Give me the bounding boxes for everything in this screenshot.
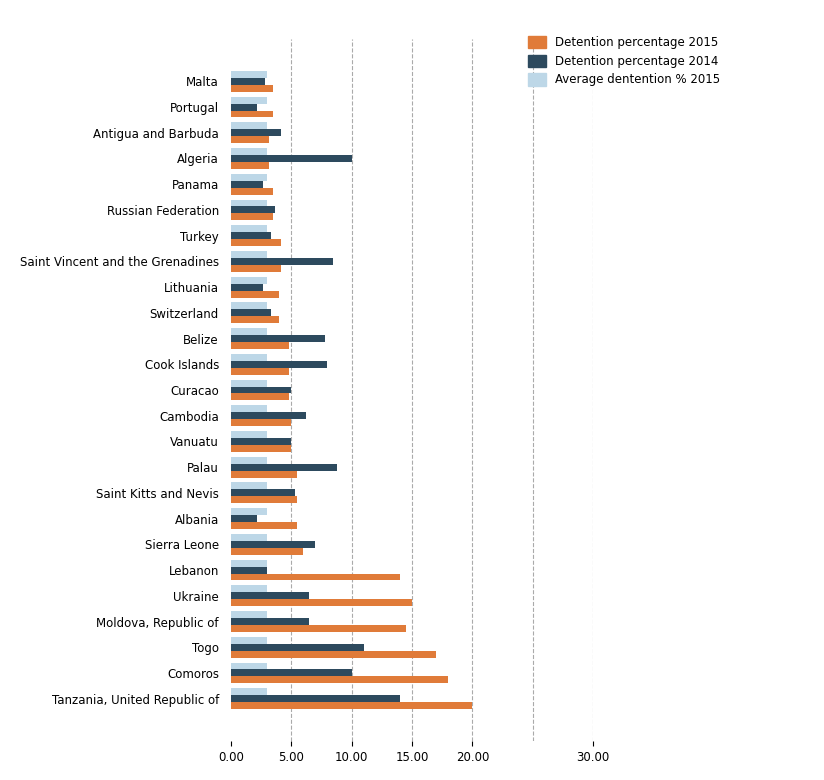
Bar: [231, 361, 327, 367]
Bar: [231, 669, 352, 676]
Bar: [231, 251, 267, 258]
Bar: [231, 509, 267, 515]
Bar: [231, 310, 270, 317]
Bar: [231, 483, 267, 489]
Bar: [231, 438, 291, 445]
Bar: [231, 188, 273, 195]
Bar: [231, 522, 297, 529]
Bar: [231, 419, 291, 426]
Bar: [231, 566, 267, 573]
Bar: [231, 85, 273, 92]
Bar: [231, 636, 267, 643]
Bar: [231, 78, 265, 85]
Bar: [231, 651, 436, 658]
Bar: [231, 406, 267, 413]
Bar: [231, 431, 267, 438]
Bar: [231, 611, 267, 618]
Bar: [231, 122, 267, 129]
Bar: [231, 214, 273, 221]
Bar: [231, 457, 267, 463]
Bar: [231, 463, 337, 470]
Legend: Detention percentage 2015, Detention percentage 2014, Average dentention % 2015: Detention percentage 2015, Detention per…: [523, 31, 725, 91]
Bar: [231, 676, 448, 683]
Bar: [231, 129, 282, 136]
Bar: [231, 277, 267, 284]
Bar: [231, 71, 267, 78]
Bar: [231, 181, 264, 188]
Bar: [231, 258, 334, 265]
Bar: [231, 548, 303, 555]
Bar: [231, 489, 295, 496]
Bar: [231, 207, 275, 214]
Bar: [231, 303, 267, 310]
Bar: [231, 695, 400, 702]
Bar: [231, 618, 309, 625]
Bar: [231, 688, 267, 695]
Bar: [231, 541, 316, 548]
Bar: [231, 225, 267, 232]
Bar: [231, 573, 400, 580]
Bar: [231, 265, 282, 271]
Bar: [231, 662, 267, 669]
Bar: [231, 393, 288, 400]
Bar: [231, 200, 267, 207]
Bar: [231, 644, 363, 651]
Bar: [231, 702, 472, 709]
Bar: [231, 104, 257, 111]
Bar: [231, 148, 267, 155]
Bar: [231, 111, 273, 118]
Bar: [231, 387, 291, 393]
Bar: [231, 592, 309, 599]
Bar: [231, 445, 291, 452]
Bar: [231, 136, 269, 144]
Bar: [231, 380, 267, 387]
Bar: [231, 515, 257, 522]
Bar: [231, 328, 267, 335]
Bar: [231, 291, 279, 297]
Bar: [231, 496, 297, 503]
Bar: [231, 367, 288, 374]
Bar: [231, 335, 325, 342]
Bar: [231, 97, 267, 104]
Bar: [231, 585, 267, 592]
Bar: [231, 413, 306, 419]
Bar: [231, 470, 297, 477]
Bar: [231, 317, 279, 323]
Bar: [231, 155, 352, 162]
Bar: [231, 599, 412, 606]
Bar: [231, 354, 267, 361]
Bar: [231, 625, 406, 632]
Bar: [231, 162, 269, 169]
Bar: [231, 174, 267, 181]
Bar: [231, 232, 270, 239]
Bar: [231, 342, 288, 349]
Bar: [231, 559, 267, 566]
Bar: [231, 284, 264, 291]
Bar: [231, 239, 282, 246]
Bar: [231, 534, 267, 541]
